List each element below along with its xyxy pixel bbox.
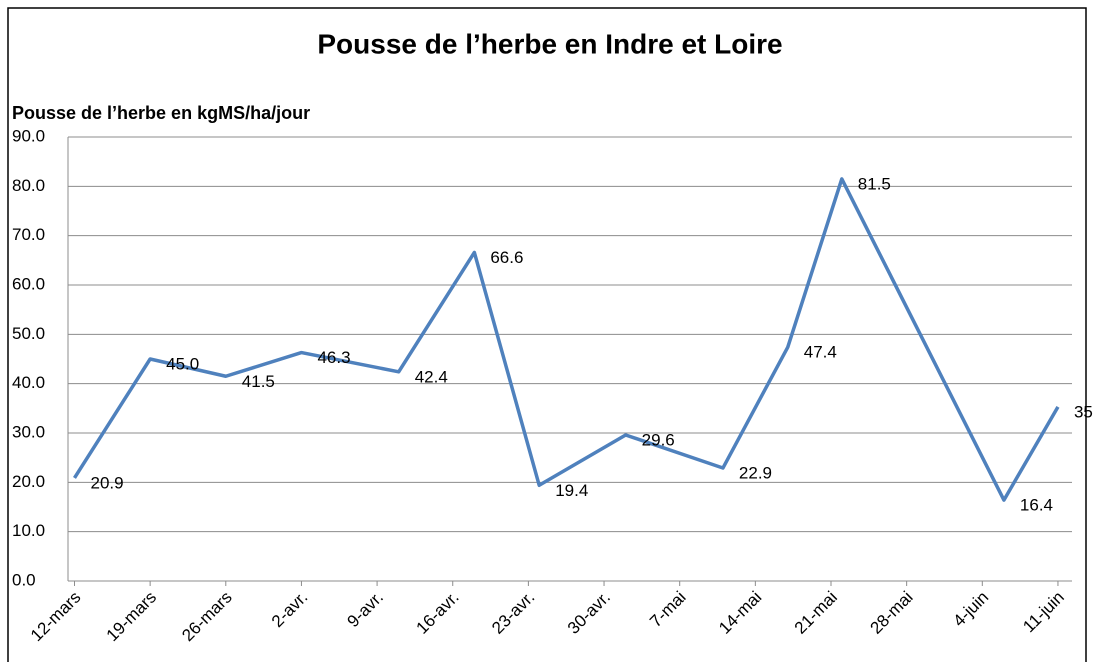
data-label: 35.3 <box>1074 402 1094 421</box>
line <box>73 177 1060 502</box>
y-tick-label: 40.0 <box>12 373 45 392</box>
y-axis-label: Pousse de l’herbe en kgMS/ha/jour <box>12 103 310 123</box>
data-label: 47.4 <box>804 343 837 362</box>
y-tick-label: 50.0 <box>12 324 45 343</box>
chart-frame <box>7 7 1087 662</box>
chart-title: Pousse de l’herbe en Indre et Loire <box>317 28 782 59</box>
y-tick-label: 70.0 <box>12 225 45 244</box>
data-label: 16.4 <box>1020 496 1053 515</box>
data-label: 22.9 <box>739 464 772 483</box>
y-tick-label: 60.0 <box>12 274 45 293</box>
data-label: 46.3 <box>317 348 350 367</box>
data-label: 41.5 <box>242 372 275 391</box>
y-tick-label: 90.0 <box>12 126 45 145</box>
y-tick-label: 30.0 <box>12 422 45 441</box>
y-tick-label: 10.0 <box>12 521 45 540</box>
data-label: 42.4 <box>415 367 448 386</box>
data-label: 66.6 <box>490 248 523 267</box>
data-label: 45.0 <box>166 354 199 373</box>
data-label: 81.5 <box>858 174 891 193</box>
y-tick-label: 20.0 <box>12 472 45 491</box>
y-tick-label: 0.0 <box>12 570 36 589</box>
data-label: 19.4 <box>555 481 588 500</box>
data-label: 29.6 <box>642 430 675 449</box>
data-label: 20.9 <box>90 473 123 492</box>
y-tick-label: 80.0 <box>12 176 45 195</box>
